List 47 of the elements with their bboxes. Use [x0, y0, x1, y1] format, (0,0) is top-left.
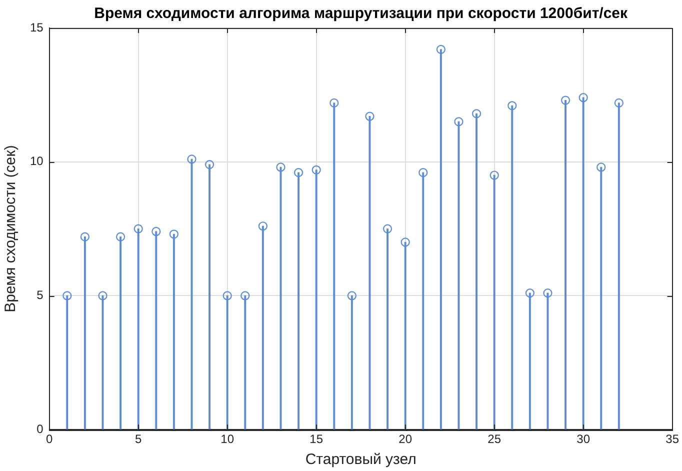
point — [418, 168, 428, 178]
point — [80, 232, 90, 242]
x-tick-label: 5 — [135, 432, 142, 446]
point — [347, 291, 356, 300]
x-tick-label: 25 — [488, 432, 502, 446]
point — [294, 168, 304, 178]
point — [276, 162, 286, 172]
point — [116, 232, 126, 242]
point — [560, 96, 570, 105]
x-tick-label: 10 — [220, 432, 234, 446]
x-tick-label: 15 — [310, 432, 324, 446]
y-tick-label: 0 — [36, 422, 44, 436]
point — [222, 291, 232, 300]
point — [204, 160, 214, 170]
point — [62, 291, 72, 300]
point — [98, 291, 108, 300]
point — [400, 238, 410, 247]
point — [187, 154, 196, 164]
point — [382, 224, 392, 234]
point — [578, 93, 588, 102]
point — [543, 288, 552, 298]
point — [134, 224, 143, 234]
x-tick-label: 20 — [398, 432, 412, 446]
point — [436, 44, 446, 54]
x-tick-label: 0 — [46, 432, 54, 446]
point — [472, 109, 482, 118]
x-tick-label: 30 — [576, 432, 590, 446]
point — [596, 162, 606, 172]
y-tick-label: 10 — [30, 154, 44, 168]
point — [490, 170, 499, 180]
point — [169, 230, 178, 239]
point — [152, 226, 161, 236]
chart-title: Время сходимости алгорима маршрутизации при скорости 1200бит/сек — [94, 5, 628, 22]
point — [614, 98, 624, 108]
point — [525, 288, 534, 298]
point — [330, 98, 339, 108]
point — [454, 117, 464, 126]
y-axis-title: Время сходимости (сек) — [2, 145, 20, 312]
point — [312, 165, 321, 174]
point — [365, 112, 374, 121]
y-tick-label: 15 — [30, 20, 44, 34]
point — [240, 291, 250, 300]
point — [508, 101, 517, 110]
x-tick-label: 35 — [666, 432, 680, 446]
point — [258, 222, 268, 231]
x-axis-title: Стартовый узел — [305, 451, 416, 468]
y-tick-label: 5 — [36, 288, 44, 302]
